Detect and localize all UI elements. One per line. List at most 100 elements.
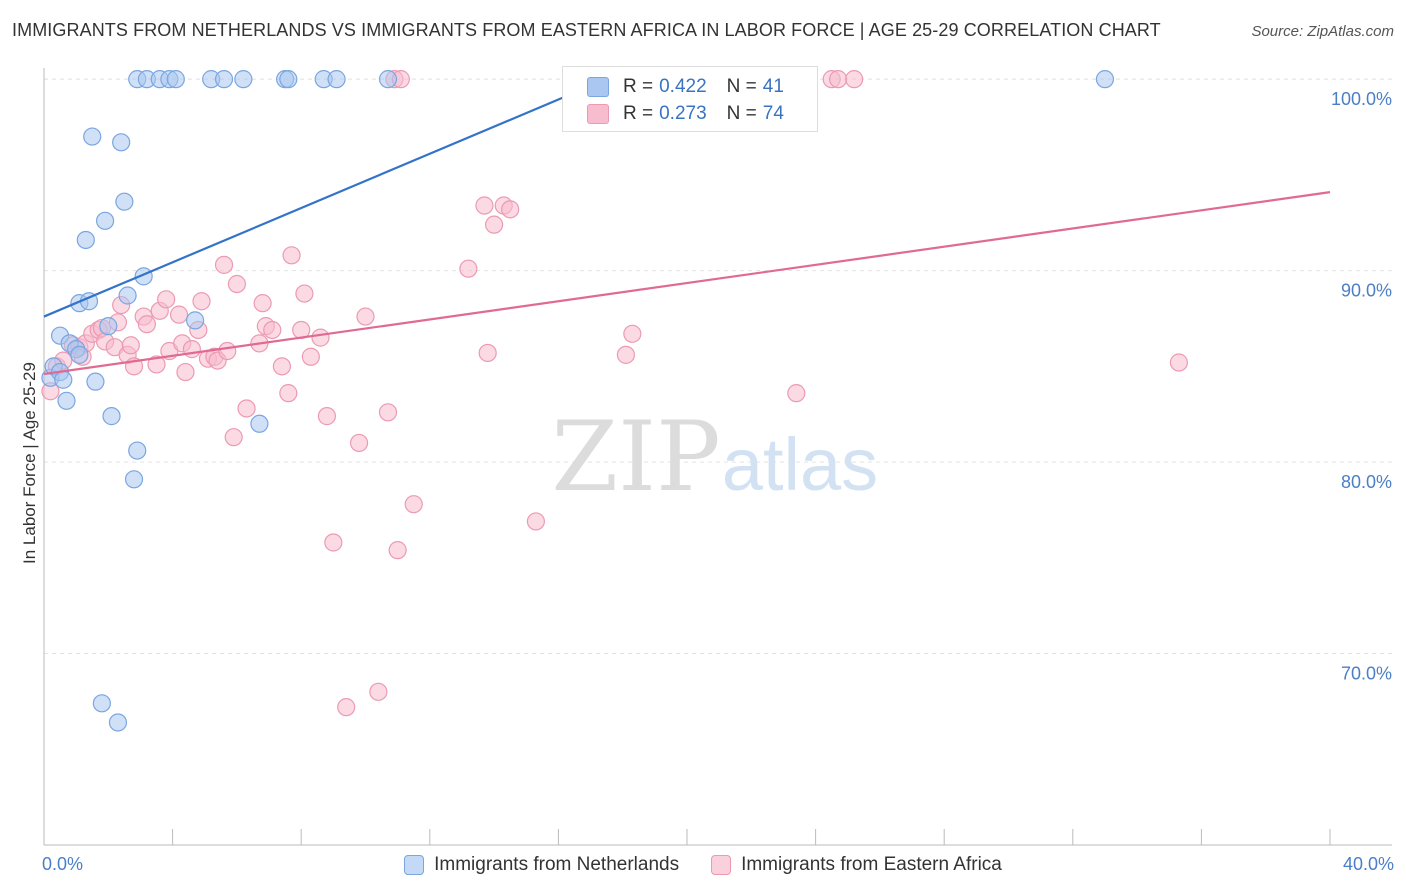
eastern-africa-point xyxy=(787,384,806,403)
eastern-africa-point xyxy=(227,274,246,294)
eastern-africa-point xyxy=(295,284,314,303)
n-value: 41 xyxy=(762,76,784,97)
netherlands-legend-swatch xyxy=(404,855,425,875)
netherlands-point xyxy=(166,70,185,89)
gridlines xyxy=(44,78,1392,655)
eastern-africa-point xyxy=(279,384,298,403)
eastern-africa-point xyxy=(623,324,642,343)
eastern-africa-point xyxy=(404,495,423,514)
watermark-zip: ZIP xyxy=(551,401,720,513)
r-value: 0.273 xyxy=(659,103,707,124)
stats-row-netherlands: R = 0.422 N = 41 xyxy=(587,74,784,100)
legend-label-netherlands: Immigrants from Netherlands xyxy=(434,854,680,875)
tick-labels: 70.0% 80.0% 90.0% 100.0% 0.0% 40.0% xyxy=(42,89,1394,874)
legend-label-eastern-africa: Immigrants from Eastern Africa xyxy=(741,854,1002,875)
x-tick-label: 40.0% xyxy=(1343,854,1394,874)
r-label: R = xyxy=(623,103,654,124)
legend-item-netherlands[interactable]: Immigrants from Netherlands xyxy=(404,854,679,876)
netherlands-point xyxy=(250,414,269,433)
netherlands-point xyxy=(99,317,118,336)
axes xyxy=(43,68,1392,846)
eastern-africa-point xyxy=(121,336,140,355)
netherlands-point xyxy=(95,211,115,230)
eastern-africa-point xyxy=(218,341,237,361)
eastern-africa-point xyxy=(356,307,375,326)
eastern-africa-point xyxy=(475,196,494,215)
netherlands-point xyxy=(57,391,76,410)
eastern-africa-point xyxy=(224,428,243,447)
n-label: N = xyxy=(726,76,757,97)
series-netherlands-points xyxy=(41,70,1115,732)
n-value: 74 xyxy=(762,103,784,124)
netherlands-point xyxy=(118,286,137,305)
eastern-africa-point xyxy=(237,399,256,418)
eastern-africa-point xyxy=(478,343,497,363)
y-tick-label: 100.0% xyxy=(1331,89,1392,109)
eastern-africa-point xyxy=(147,355,166,374)
r-label: R = xyxy=(623,76,654,97)
netherlands-point xyxy=(186,311,205,330)
netherlands-point xyxy=(76,230,95,250)
eastern-africa-legend-swatch xyxy=(711,855,732,875)
r-value: 0.422 xyxy=(659,76,707,97)
eastern-africa-point xyxy=(526,512,545,531)
source-credit: Source: ZipAtlas.com xyxy=(1251,23,1394,40)
netherlands-point xyxy=(108,713,128,732)
x-tick-label: 0.0% xyxy=(42,854,83,874)
eastern-africa-point xyxy=(369,682,388,701)
netherlands-point xyxy=(115,192,134,211)
eastern-africa-point xyxy=(282,246,301,265)
eastern-africa-point xyxy=(337,698,356,717)
netherlands-point xyxy=(327,70,346,89)
netherlands-point xyxy=(234,70,253,89)
eastern-africa-point xyxy=(137,315,156,334)
eastern-africa-point xyxy=(1169,353,1188,372)
eastern-africa-point xyxy=(157,290,176,309)
eastern-africa-swatch xyxy=(587,104,609,124)
eastern-africa-point xyxy=(169,305,189,324)
eastern-africa-point xyxy=(272,357,292,376)
eastern-africa-point xyxy=(176,362,195,382)
series-eastern-africa-points xyxy=(41,70,1188,717)
eastern-africa-point xyxy=(616,345,636,364)
eastern-africa-point xyxy=(182,340,201,359)
netherlands-point xyxy=(86,372,105,391)
eastern-africa-point xyxy=(253,294,272,313)
netherlands-point xyxy=(1095,70,1115,89)
eastern-africa-point xyxy=(311,328,330,347)
eastern-africa-point xyxy=(485,215,504,234)
netherlands-trend-line xyxy=(43,78,608,318)
trend-lines xyxy=(43,78,1331,376)
eastern-africa-point xyxy=(845,70,864,89)
netherlands-swatch xyxy=(587,77,609,97)
eastern-africa-point xyxy=(214,255,234,274)
eastern-africa-point xyxy=(192,292,211,311)
eastern-africa-trend-line xyxy=(43,191,1331,376)
eastern-africa-point xyxy=(378,403,398,422)
y-tick-label: 90.0% xyxy=(1341,281,1392,301)
stats-row-eastern-africa: R = 0.273 N = 74 xyxy=(587,101,784,127)
legend-item-eastern-africa[interactable]: Immigrants from Eastern Africa xyxy=(711,854,1002,876)
netherlands-point xyxy=(70,345,89,364)
netherlands-point xyxy=(214,70,234,89)
eastern-africa-point xyxy=(501,200,520,219)
eastern-africa-point xyxy=(301,347,320,366)
eastern-africa-point xyxy=(263,320,282,340)
netherlands-point xyxy=(378,70,398,89)
netherlands-point xyxy=(92,694,111,713)
eastern-africa-point xyxy=(317,407,337,426)
netherlands-point xyxy=(54,370,73,389)
eastern-africa-point xyxy=(829,70,848,89)
stats-legend: R = 0.422 N = 41 R = 0.273 N = 74 xyxy=(562,66,818,132)
y-tick-label: 80.0% xyxy=(1341,472,1392,492)
watermark: ZIP atlas xyxy=(551,401,878,513)
netherlands-point xyxy=(83,127,102,146)
netherlands-point xyxy=(124,470,144,489)
eastern-africa-point xyxy=(388,541,407,560)
eastern-africa-point xyxy=(459,259,478,278)
watermark-atlas: atlas xyxy=(722,423,878,506)
chart-title: IMMIGRANTS FROM NETHERLANDS VS IMMIGRANT… xyxy=(12,20,1161,40)
netherlands-point xyxy=(279,70,298,89)
netherlands-point xyxy=(112,133,131,152)
